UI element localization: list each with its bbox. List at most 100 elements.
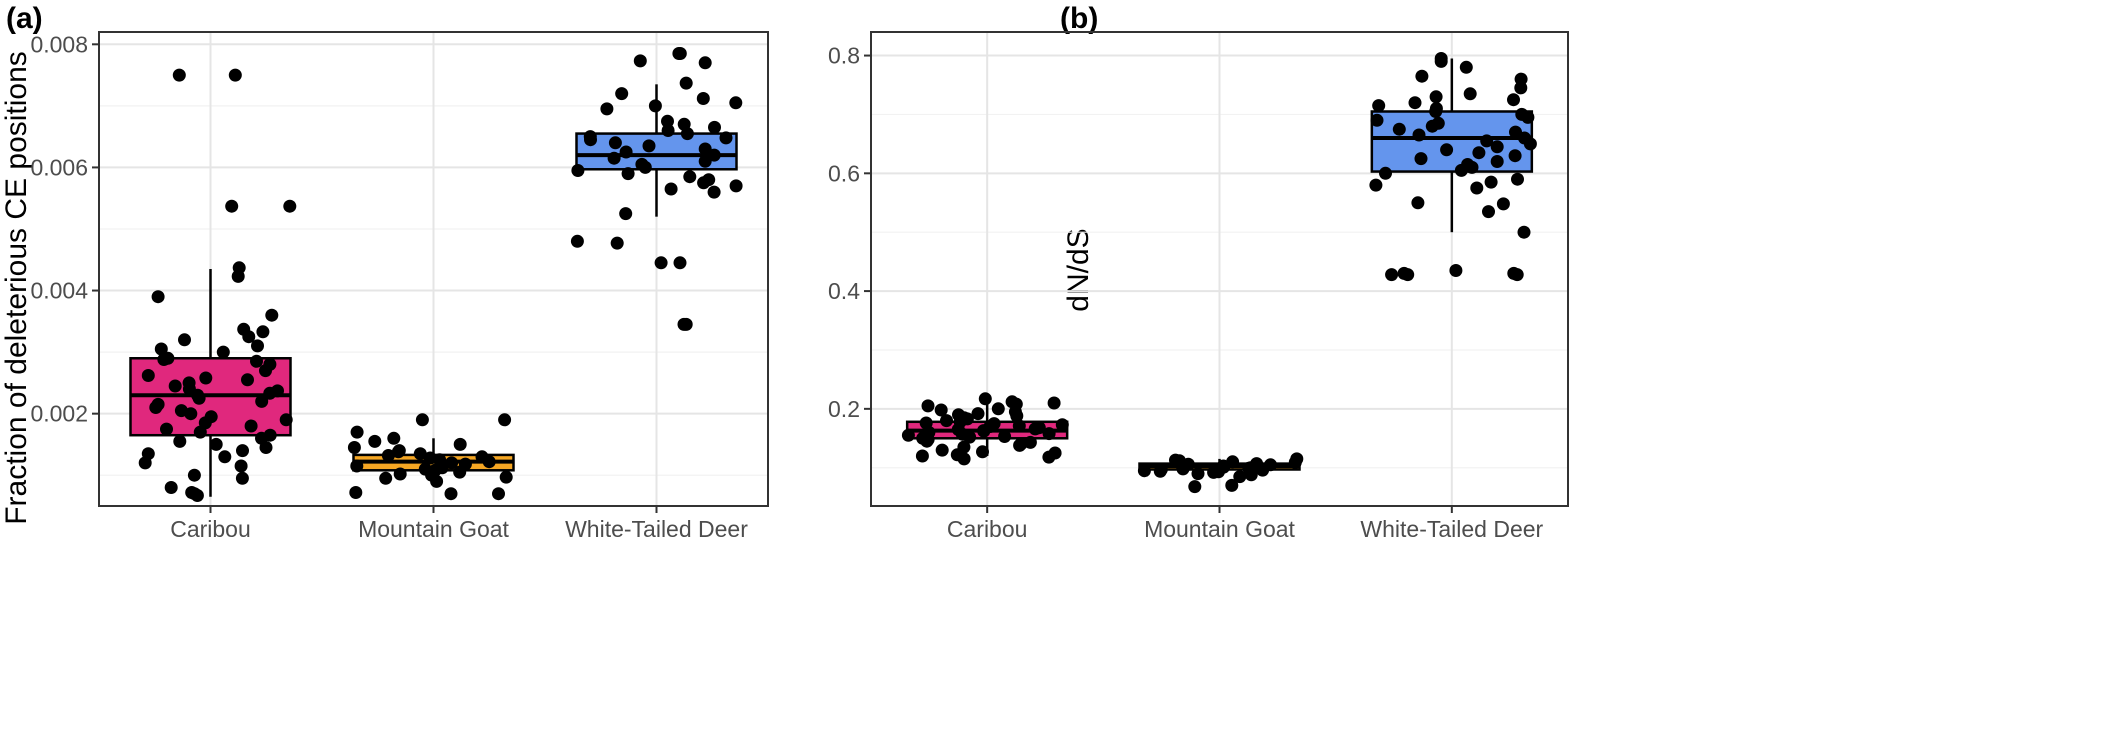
panel-a: (a) Fraction of deleterious CE positions… bbox=[0, 2, 769, 542]
data-point bbox=[1191, 467, 1205, 481]
y-tick-label: 0.2 bbox=[828, 396, 860, 422]
box-caribou bbox=[129, 269, 292, 497]
data-point bbox=[234, 459, 248, 473]
data-point bbox=[160, 422, 173, 436]
data-point bbox=[1055, 418, 1069, 432]
data-point bbox=[413, 447, 427, 461]
data-point bbox=[708, 120, 721, 134]
data-point bbox=[1454, 163, 1468, 177]
data-point bbox=[633, 54, 647, 68]
data-point bbox=[1429, 105, 1443, 118]
data-point bbox=[482, 455, 496, 469]
data-point bbox=[1521, 110, 1535, 124]
data-point bbox=[172, 68, 186, 82]
data-point bbox=[1244, 468, 1258, 482]
data-point bbox=[991, 402, 1005, 416]
data-point bbox=[901, 428, 915, 442]
data-point bbox=[1153, 464, 1167, 478]
data-point bbox=[235, 471, 249, 485]
panel-label-b: (b) bbox=[1060, 2, 1098, 35]
data-point bbox=[199, 371, 213, 385]
data-point bbox=[584, 133, 597, 147]
data-point bbox=[244, 419, 258, 433]
data-point bbox=[697, 176, 711, 190]
data-point bbox=[151, 290, 165, 304]
data-point bbox=[498, 413, 512, 427]
points-mountain-goat bbox=[347, 413, 513, 501]
data-point bbox=[707, 185, 721, 199]
data-point bbox=[664, 182, 678, 196]
data-point bbox=[1047, 396, 1061, 410]
x-tick-label: Mountain Goat bbox=[358, 516, 509, 542]
panel-b: (b) dN/dS 0.2 0.4 0.6 0.8 Caribou Mountain Go… bbox=[828, 2, 1569, 542]
data-point bbox=[149, 401, 163, 414]
data-point bbox=[621, 167, 635, 181]
data-point bbox=[154, 342, 168, 356]
data-point bbox=[977, 424, 991, 438]
data-point bbox=[1465, 160, 1479, 174]
data-point bbox=[228, 68, 242, 82]
data-point bbox=[976, 445, 989, 459]
data-point bbox=[920, 434, 934, 448]
data-point bbox=[192, 391, 206, 405]
data-point bbox=[391, 445, 405, 459]
data-point bbox=[610, 236, 624, 250]
data-point bbox=[1225, 478, 1239, 492]
data-point bbox=[381, 449, 395, 462]
data-point bbox=[673, 47, 687, 60]
data-point bbox=[173, 434, 187, 448]
y-tick-label: 0.4 bbox=[828, 278, 860, 304]
data-point bbox=[279, 413, 293, 427]
data-point bbox=[570, 234, 584, 248]
data-point bbox=[1370, 113, 1384, 127]
data-point bbox=[1434, 54, 1448, 68]
data-point bbox=[256, 325, 270, 339]
data-point bbox=[1490, 155, 1504, 168]
data-point bbox=[673, 256, 687, 270]
y-tick-label: 0.006 bbox=[30, 154, 88, 180]
data-point bbox=[368, 434, 382, 448]
data-point bbox=[1482, 205, 1495, 219]
data-point bbox=[263, 386, 277, 400]
data-point bbox=[1507, 93, 1520, 107]
data-point bbox=[141, 369, 155, 382]
data-point bbox=[1411, 196, 1425, 210]
data-point bbox=[1511, 172, 1524, 186]
y-tick-label: 0.6 bbox=[828, 160, 860, 186]
data-point bbox=[209, 437, 223, 451]
data-point bbox=[1023, 435, 1037, 449]
data-point bbox=[1188, 480, 1202, 494]
x-tick-label: Caribou bbox=[170, 516, 251, 542]
data-point bbox=[350, 425, 364, 439]
data-point bbox=[661, 114, 674, 128]
data-point bbox=[350, 459, 364, 473]
data-point bbox=[1207, 465, 1221, 479]
data-point bbox=[615, 87, 629, 101]
data-point bbox=[168, 379, 182, 393]
data-point bbox=[1470, 181, 1484, 195]
data-point bbox=[1412, 128, 1426, 142]
data-point bbox=[190, 489, 204, 502]
data-point bbox=[1385, 268, 1399, 282]
data-point bbox=[1042, 450, 1056, 464]
data-point bbox=[608, 136, 622, 150]
data-point bbox=[719, 131, 733, 145]
points-mountain-goat bbox=[1137, 452, 1304, 494]
data-point bbox=[1523, 137, 1537, 151]
data-point bbox=[571, 164, 585, 177]
data-point bbox=[393, 467, 407, 481]
data-point bbox=[642, 139, 656, 153]
data-point bbox=[216, 345, 230, 359]
data-point bbox=[164, 481, 178, 494]
data-point bbox=[638, 160, 652, 174]
data-point bbox=[415, 413, 429, 427]
box-rect bbox=[1370, 110, 1534, 173]
data-point bbox=[729, 96, 743, 110]
points-caribou bbox=[901, 392, 1069, 466]
data-point bbox=[1480, 134, 1494, 148]
data-point bbox=[729, 179, 743, 193]
y-tick-label: 0.002 bbox=[30, 401, 88, 427]
x-tick-label: Caribou bbox=[947, 516, 1028, 542]
data-point bbox=[934, 403, 948, 417]
